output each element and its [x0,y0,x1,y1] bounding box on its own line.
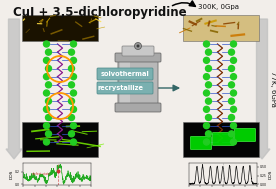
Circle shape [230,106,237,112]
Text: CuI + 3,5-dichloropyridine: CuI + 3,5-dichloropyridine [13,6,187,19]
Text: solvothermal: solvothermal [101,70,149,77]
Circle shape [206,66,211,71]
Circle shape [68,98,75,104]
Circle shape [70,57,76,63]
Circle shape [70,90,76,96]
Circle shape [46,115,52,121]
Circle shape [70,106,76,112]
Circle shape [230,74,237,80]
Circle shape [206,98,211,104]
FancyBboxPatch shape [97,68,153,80]
Y-axis label: DOS: DOS [10,170,14,179]
FancyBboxPatch shape [115,53,161,62]
FancyBboxPatch shape [97,82,153,94]
FancyBboxPatch shape [190,136,211,149]
Circle shape [137,44,139,47]
Circle shape [70,41,76,47]
Circle shape [44,74,49,80]
Circle shape [203,74,209,80]
Circle shape [44,123,49,129]
FancyArrow shape [254,19,270,159]
Circle shape [230,90,237,96]
Circle shape [206,82,211,88]
Circle shape [68,131,75,137]
Bar [22,15,98,41]
Bar [22,122,98,157]
Circle shape [229,131,235,137]
Bar [183,15,259,41]
Circle shape [203,41,209,47]
Circle shape [70,123,76,129]
Circle shape [68,66,75,71]
Circle shape [46,49,52,55]
FancyBboxPatch shape [120,61,130,105]
FancyBboxPatch shape [115,103,161,112]
Circle shape [230,139,237,145]
Circle shape [46,66,52,71]
FancyArrow shape [6,19,22,159]
Circle shape [229,115,235,121]
Circle shape [230,57,237,63]
Circle shape [203,90,209,96]
Text: 300K, 0Gpa: 300K, 0Gpa [198,4,239,10]
FancyBboxPatch shape [118,55,158,109]
Y-axis label: DOS: DOS [269,170,272,179]
Circle shape [70,139,76,145]
Circle shape [206,115,211,121]
Circle shape [44,106,49,112]
Circle shape [229,66,235,71]
Circle shape [44,139,49,145]
Circle shape [206,131,211,137]
Circle shape [203,106,209,112]
FancyBboxPatch shape [235,129,256,142]
Circle shape [46,82,52,88]
Circle shape [203,123,209,129]
Circle shape [46,131,52,137]
Text: recrystallize: recrystallize [98,85,144,91]
Text: defect state: defect state [31,172,50,177]
Circle shape [229,49,235,55]
Circle shape [44,41,49,47]
Circle shape [134,43,142,50]
Circle shape [229,82,235,88]
FancyBboxPatch shape [122,46,154,56]
Circle shape [44,90,49,96]
Text: 77K, 6GPa: 77K, 6GPa [270,71,276,107]
Bar [183,122,259,157]
FancyBboxPatch shape [213,132,233,146]
Circle shape [229,98,235,104]
Circle shape [46,98,52,104]
Circle shape [230,41,237,47]
Circle shape [68,49,75,55]
Circle shape [203,139,209,145]
Circle shape [206,49,211,55]
Circle shape [70,74,76,80]
Circle shape [203,57,209,63]
Circle shape [68,115,75,121]
Circle shape [44,57,49,63]
Circle shape [230,123,237,129]
Circle shape [68,82,75,88]
